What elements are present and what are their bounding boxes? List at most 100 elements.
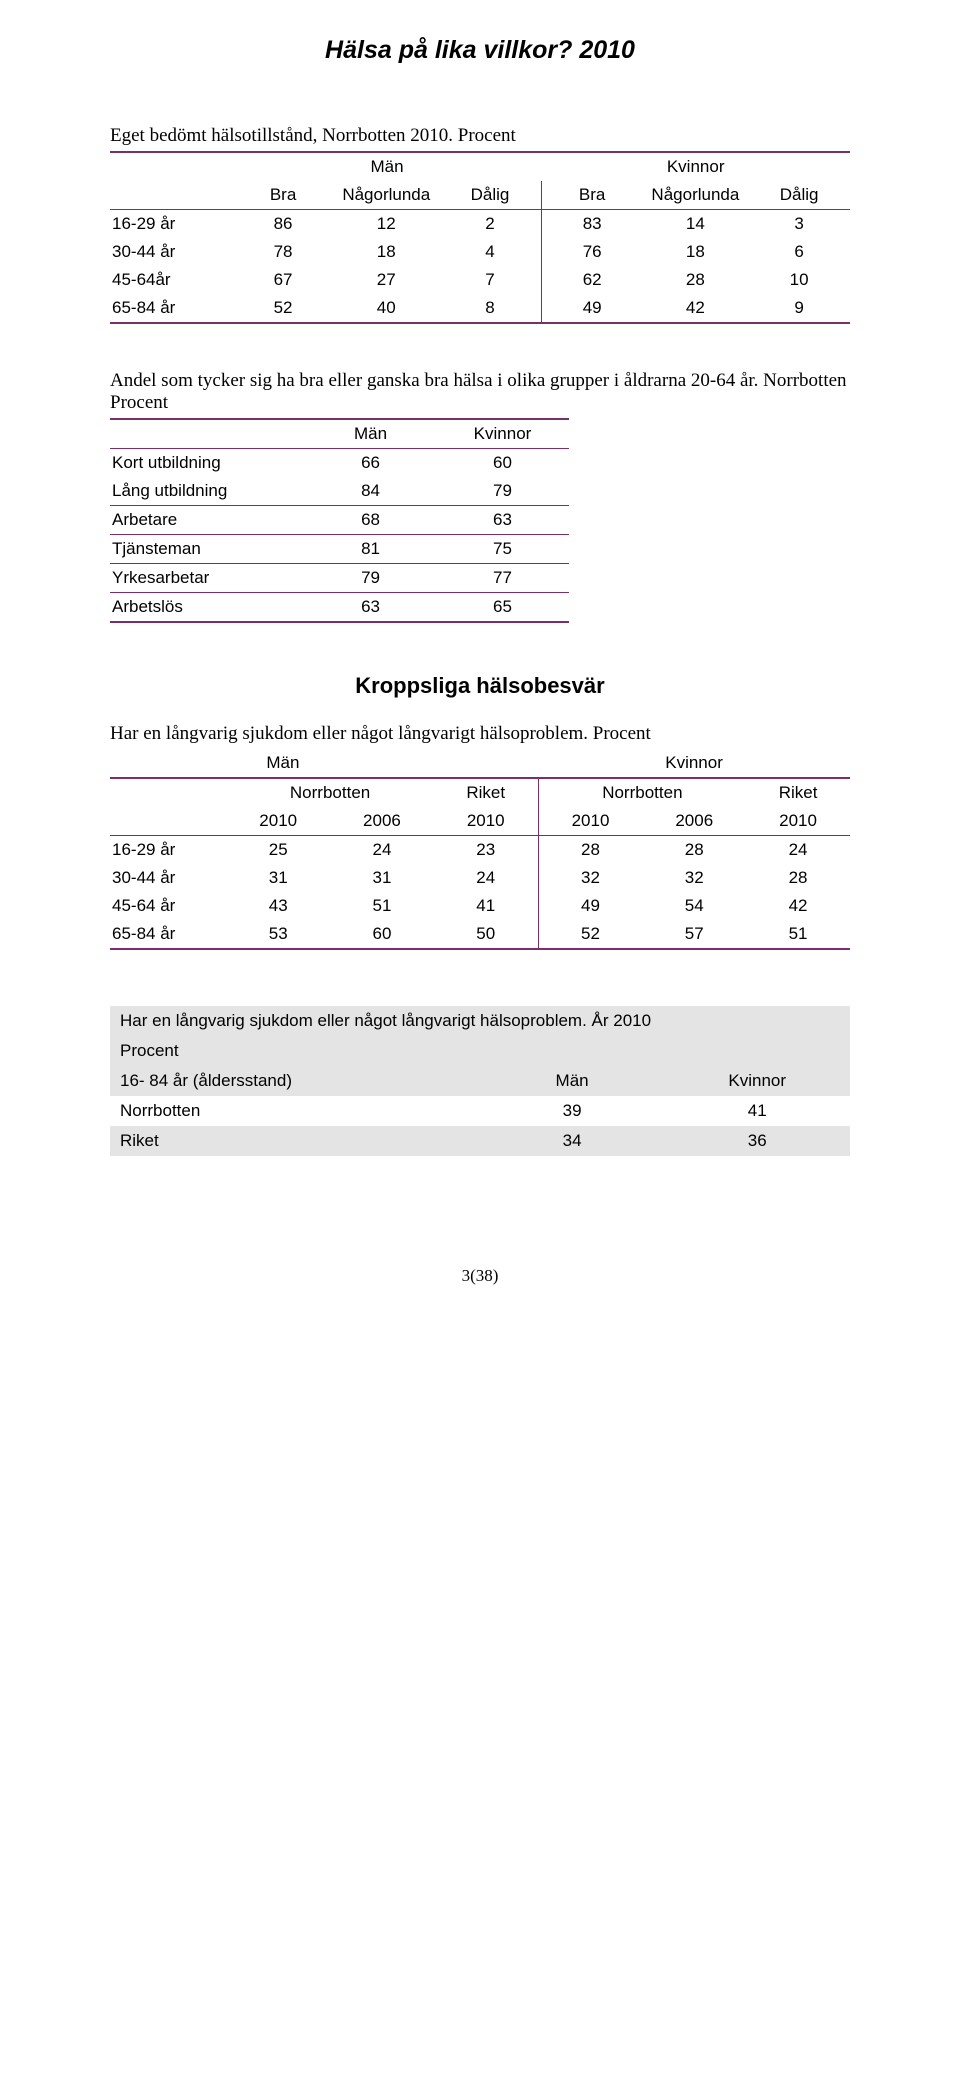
t3-year: 2006 — [642, 807, 746, 836]
t2-r1-label: Lång utbildning — [110, 477, 305, 506]
t2-cell: 81 — [305, 535, 436, 564]
t4-hdr-men: Män — [480, 1066, 665, 1096]
t1-cell: 27 — [333, 266, 439, 294]
t3-cell: 49 — [538, 892, 642, 920]
table3: Män Kvinnor Norrbotten Riket Norrbotten … — [110, 749, 850, 950]
t3-cell: 43 — [226, 892, 330, 920]
t1-cell: 52 — [233, 294, 334, 323]
t3-cell: 31 — [226, 864, 330, 892]
t3-cell: 24 — [330, 836, 434, 865]
t4-title-line1: Har en långvarig sjukdom eller något lån… — [120, 1011, 651, 1030]
t2-cell: 63 — [305, 593, 436, 623]
table4: Har en långvarig sjukdom eller något lån… — [110, 1006, 850, 1156]
t3-cell: 32 — [538, 864, 642, 892]
t1-cell: 14 — [642, 210, 748, 239]
t2-cell: 75 — [436, 535, 569, 564]
t3-r2-label: 45-64 år — [110, 892, 226, 920]
t2-hdr-men: Män — [305, 419, 436, 449]
t1-cell: 28 — [642, 266, 748, 294]
t2-r0-label: Kort utbildning — [110, 449, 305, 478]
t3-sub-riket-m: Riket — [434, 778, 538, 807]
t2-cell: 68 — [305, 506, 436, 535]
t1-sub-bra-m: Bra — [233, 181, 334, 210]
t3-r0-label: 16-29 år — [110, 836, 226, 865]
t1-sub-nag-k: Någorlunda — [642, 181, 748, 210]
t3-year: 2010 — [226, 807, 330, 836]
t2-r3-label: Tjänsteman — [110, 535, 305, 564]
t3-cell: 24 — [434, 864, 538, 892]
t1-cell: 83 — [541, 210, 642, 239]
t3-cell: 42 — [746, 892, 850, 920]
t2-cell: 63 — [436, 506, 569, 535]
t3-year: 2010 — [746, 807, 850, 836]
table1: Män Kvinnor Bra Någorlunda Dålig Bra Någ… — [110, 151, 850, 324]
t3-sub-riket-k: Riket — [746, 778, 850, 807]
t3-cell: 54 — [642, 892, 746, 920]
t1-r0-label: 16-29 år — [110, 210, 233, 239]
t1-cell: 67 — [233, 266, 334, 294]
t3-hdr-women: Kvinnor — [538, 749, 850, 778]
section-heading: Kroppsliga hälsobesvär — [110, 673, 850, 699]
t4-cell: 36 — [664, 1126, 850, 1156]
t1-cell: 49 — [541, 294, 642, 323]
t2-cell: 79 — [305, 564, 436, 593]
t3-cell: 32 — [642, 864, 746, 892]
t2-cell: 79 — [436, 477, 569, 506]
t4-cell: 41 — [664, 1096, 850, 1126]
t4-r0-label: Norrbotten — [110, 1096, 480, 1126]
t3-cell: 28 — [538, 836, 642, 865]
t3-cell: 50 — [434, 920, 538, 949]
table3-caption: Har en långvarig sjukdom eller något lån… — [110, 723, 850, 745]
t4-hdr-women: Kvinnor — [664, 1066, 850, 1096]
t3-cell: 28 — [746, 864, 850, 892]
table1-caption: Eget bedömt hälsotillstånd, Norrbotten 2… — [110, 125, 850, 147]
t1-cell: 7 — [439, 266, 541, 294]
t1-cell: 10 — [748, 266, 850, 294]
t3-cell: 53 — [226, 920, 330, 949]
doc-title: Hälsa på lika villkor? 2010 — [110, 36, 850, 65]
t2-cell: 66 — [305, 449, 436, 478]
t1-cell: 4 — [439, 238, 541, 266]
t1-hdr-women: Kvinnor — [541, 152, 850, 181]
t3-cell: 31 — [330, 864, 434, 892]
t2-r2-label: Arbetare — [110, 506, 305, 535]
t3-cell: 52 — [538, 920, 642, 949]
t3-cell: 51 — [330, 892, 434, 920]
t1-cell: 2 — [439, 210, 541, 239]
t2-cell: 84 — [305, 477, 436, 506]
t2-cell: 77 — [436, 564, 569, 593]
t4-cell: 39 — [480, 1096, 665, 1126]
t1-cell: 42 — [642, 294, 748, 323]
t3-r1-label: 30-44 år — [110, 864, 226, 892]
t4-hdr-label: 16- 84 år (åldersstand) — [110, 1066, 480, 1096]
t3-cell: 51 — [746, 920, 850, 949]
t1-r1-label: 30-44 år — [110, 238, 233, 266]
t1-cell: 8 — [439, 294, 541, 323]
t3-cell: 41 — [434, 892, 538, 920]
t1-cell: 12 — [333, 210, 439, 239]
t4-r1-label: Riket — [110, 1126, 480, 1156]
t1-r2-label: 45-64år — [110, 266, 233, 294]
t1-sub-dal-k: Dålig — [748, 181, 850, 210]
table2-caption: Andel som tycker sig ha bra eller ganska… — [110, 370, 850, 414]
t1-cell: 62 — [541, 266, 642, 294]
t3-cell: 60 — [330, 920, 434, 949]
t1-cell: 76 — [541, 238, 642, 266]
t3-r3-label: 65-84 år — [110, 920, 226, 949]
t2-r4-label: Yrkesarbetar — [110, 564, 305, 593]
t3-cell: 28 — [642, 836, 746, 865]
t3-sub-norr-k: Norrbotten — [538, 778, 746, 807]
t3-cell: 24 — [746, 836, 850, 865]
t3-cell: 23 — [434, 836, 538, 865]
t2-cell: 60 — [436, 449, 569, 478]
t1-cell: 40 — [333, 294, 439, 323]
t1-sub-dal-m: Dålig — [439, 181, 541, 210]
t3-hdr-men: Män — [226, 749, 538, 778]
t1-cell: 86 — [233, 210, 334, 239]
t2-cell: 65 — [436, 593, 569, 623]
t3-year: 2010 — [538, 807, 642, 836]
t4-cell: 34 — [480, 1126, 665, 1156]
t2-r5-label: Arbetslös — [110, 593, 305, 623]
t1-r3-label: 65-84 år — [110, 294, 233, 323]
t3-year: 2010 — [434, 807, 538, 836]
